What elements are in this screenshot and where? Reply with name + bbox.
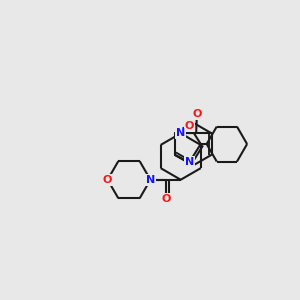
Text: O: O bbox=[103, 175, 112, 185]
Text: N: N bbox=[185, 157, 194, 167]
Text: N: N bbox=[146, 175, 155, 185]
Text: O: O bbox=[192, 109, 202, 119]
Text: O: O bbox=[185, 121, 194, 131]
Text: N: N bbox=[176, 128, 185, 138]
Text: O: O bbox=[161, 194, 170, 204]
